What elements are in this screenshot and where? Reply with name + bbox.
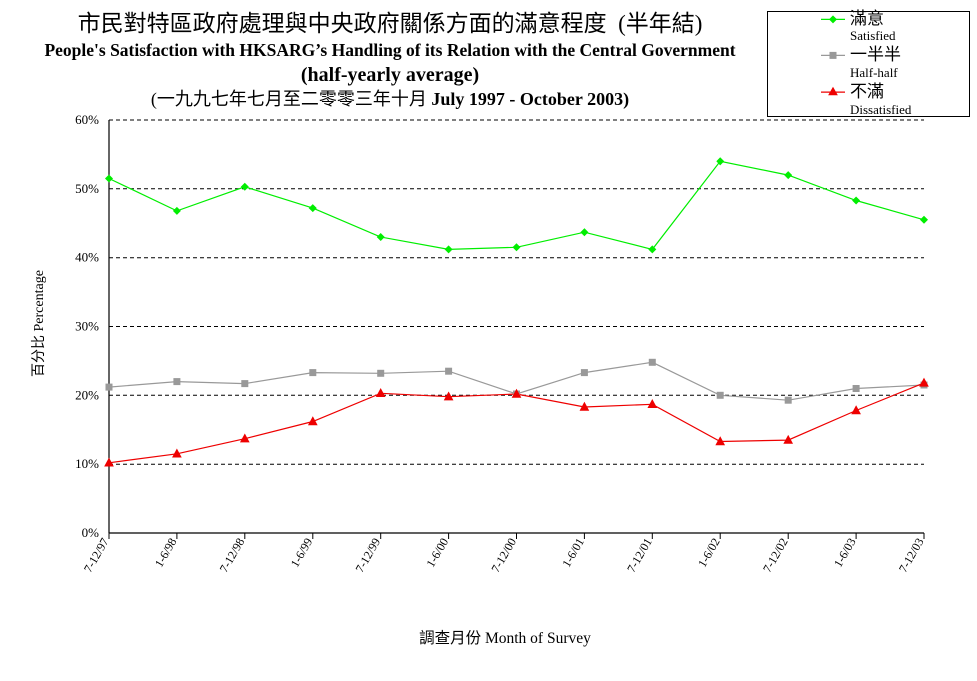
svg-text:7-12/98: 7-12/98 (217, 536, 248, 575)
svg-text:1-6/02: 1-6/02 (695, 536, 723, 570)
svg-text:50%: 50% (75, 181, 99, 196)
svg-text:1-6/01: 1-6/01 (559, 536, 587, 570)
svg-text:1-6/98: 1-6/98 (152, 536, 180, 570)
svg-text:40%: 40% (75, 250, 99, 265)
svg-text:1-6/00: 1-6/00 (423, 536, 451, 570)
svg-text:7-12/00: 7-12/00 (488, 536, 519, 575)
svg-text:20%: 20% (75, 387, 99, 402)
svg-text:10%: 10% (75, 456, 99, 471)
svg-text:0%: 0% (82, 525, 100, 540)
svg-text:7-12/99: 7-12/99 (353, 536, 384, 575)
svg-text:60%: 60% (75, 112, 99, 127)
svg-text:7-12/02: 7-12/02 (760, 536, 791, 575)
svg-text:7-12/97: 7-12/97 (81, 536, 112, 575)
svg-text:1-6/03: 1-6/03 (831, 536, 859, 570)
svg-text:7-12/03: 7-12/03 (896, 536, 927, 575)
svg-text:7-12/01: 7-12/01 (624, 536, 655, 575)
svg-text:30%: 30% (75, 319, 99, 334)
svg-text:1-6/99: 1-6/99 (288, 536, 316, 570)
